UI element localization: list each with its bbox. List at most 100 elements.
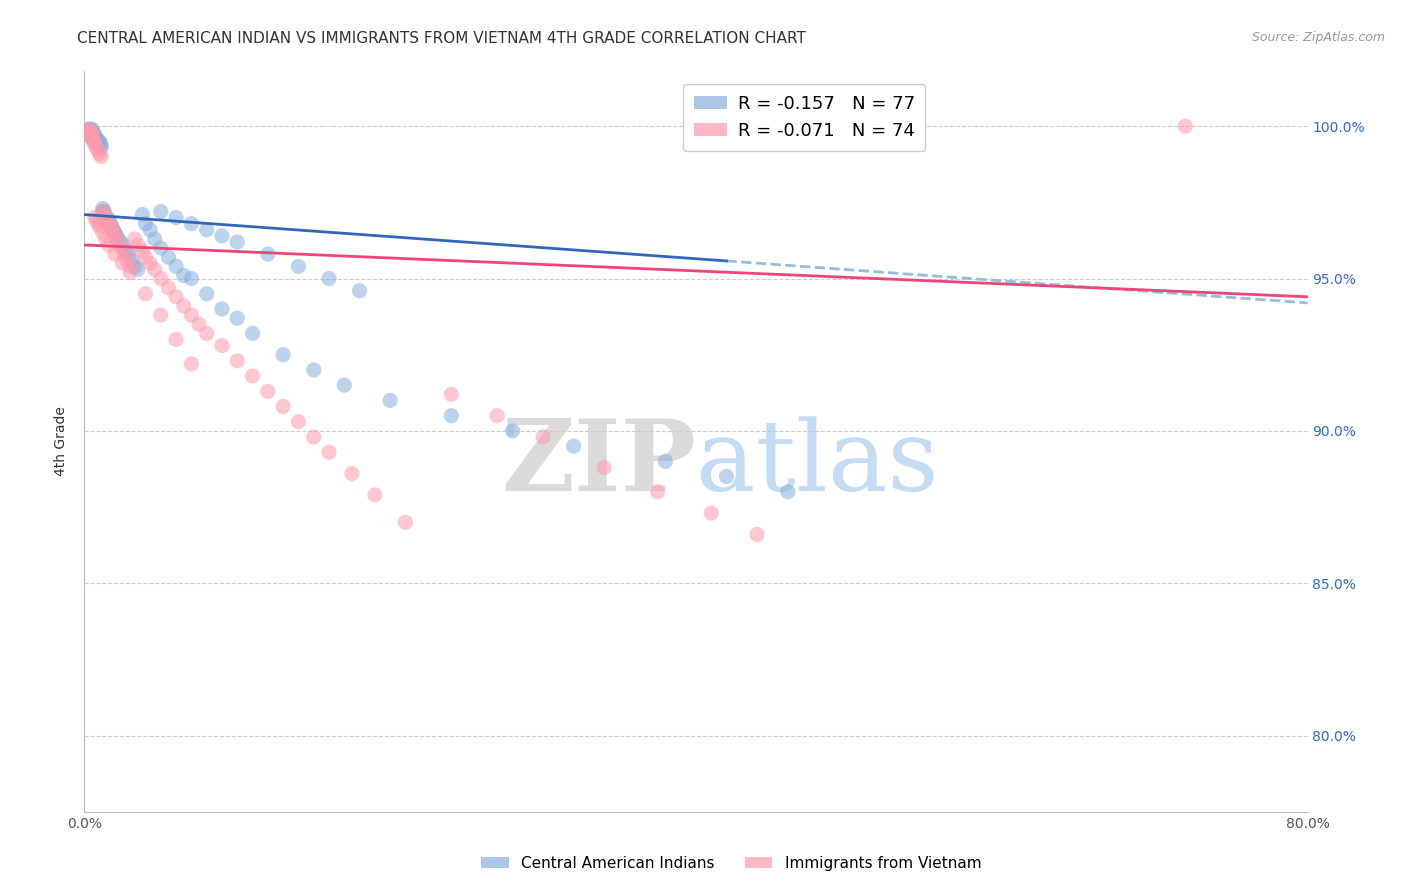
Point <box>80 131 103 145</box>
Point <box>120 265 142 279</box>
Point <box>302 430 325 444</box>
Point <box>135 286 157 301</box>
Point <box>104 247 127 261</box>
Point <box>86 213 108 227</box>
Point <box>700 506 723 520</box>
Point <box>173 268 195 283</box>
Legend: Central American Indians, Immigrants from Vietnam: Central American Indians, Immigrants fro… <box>475 850 987 877</box>
Point <box>1174 119 1197 133</box>
Point <box>93 204 115 219</box>
Point <box>103 226 125 240</box>
Point <box>84 128 107 143</box>
Point <box>110 241 132 255</box>
Point <box>104 226 127 240</box>
Point <box>211 301 233 316</box>
Point <box>98 219 121 234</box>
Point <box>135 250 157 264</box>
Point <box>83 125 105 139</box>
Point <box>83 135 105 149</box>
Point <box>80 128 103 143</box>
Point <box>76 125 98 139</box>
Point <box>139 223 162 237</box>
Text: ZIP: ZIP <box>501 416 696 512</box>
Point <box>257 247 280 261</box>
Point <box>647 484 669 499</box>
Point <box>89 219 111 234</box>
Point <box>333 378 356 392</box>
Point <box>340 467 363 481</box>
Point <box>96 211 118 225</box>
Point <box>79 125 101 139</box>
Point <box>90 140 112 154</box>
Point <box>486 409 509 423</box>
Point <box>89 146 111 161</box>
Point <box>87 144 110 158</box>
Point <box>226 235 249 249</box>
Point <box>97 217 120 231</box>
Point <box>165 211 187 225</box>
Point <box>157 250 180 264</box>
Point <box>77 128 100 143</box>
Point <box>93 208 115 222</box>
Point <box>318 271 340 285</box>
Point <box>349 284 371 298</box>
Point <box>242 326 264 341</box>
Point <box>90 137 112 152</box>
Point <box>79 122 101 136</box>
Point <box>173 299 195 313</box>
Point <box>118 247 141 261</box>
Point <box>440 387 463 401</box>
Point <box>242 369 264 384</box>
Point <box>91 226 114 240</box>
Point <box>195 286 218 301</box>
Text: Source: ZipAtlas.com: Source: ZipAtlas.com <box>1251 31 1385 45</box>
Point <box>131 244 153 259</box>
Point <box>143 232 166 246</box>
Point <box>149 308 172 322</box>
Point <box>139 256 162 270</box>
Point <box>131 208 153 222</box>
Point <box>364 488 387 502</box>
Point <box>165 290 187 304</box>
Point <box>157 281 180 295</box>
Point <box>97 238 120 252</box>
Point <box>226 311 249 326</box>
Point <box>86 135 108 149</box>
Point <box>79 128 101 143</box>
Point <box>654 454 676 468</box>
Point <box>121 253 143 268</box>
Point <box>80 122 103 136</box>
Point <box>110 235 132 249</box>
Point <box>97 213 120 227</box>
Point <box>84 137 107 152</box>
Point <box>165 333 187 347</box>
Point <box>104 228 127 243</box>
Point <box>107 235 129 249</box>
Point <box>91 202 114 216</box>
Point <box>211 228 233 243</box>
Point <box>287 260 309 274</box>
Point <box>112 247 135 261</box>
Point <box>94 232 117 246</box>
Point <box>80 125 103 139</box>
Point <box>111 238 134 252</box>
Point <box>101 219 124 234</box>
Point <box>89 137 111 152</box>
Point <box>77 122 100 136</box>
Point <box>84 211 107 225</box>
Point <box>124 260 146 274</box>
Point <box>87 135 110 149</box>
Point <box>226 353 249 368</box>
Point <box>105 228 128 243</box>
Text: CENTRAL AMERICAN INDIAN VS IMMIGRANTS FROM VIETNAM 4TH GRADE CORRELATION CHART: CENTRAL AMERICAN INDIAN VS IMMIGRANTS FR… <box>77 31 806 46</box>
Point <box>188 317 211 331</box>
Point <box>195 223 218 237</box>
Point <box>716 469 738 483</box>
Point <box>76 125 98 139</box>
Point <box>149 241 172 255</box>
Point <box>149 204 172 219</box>
Point <box>80 131 103 145</box>
Point <box>77 125 100 139</box>
Point <box>80 125 103 139</box>
Point <box>101 223 124 237</box>
